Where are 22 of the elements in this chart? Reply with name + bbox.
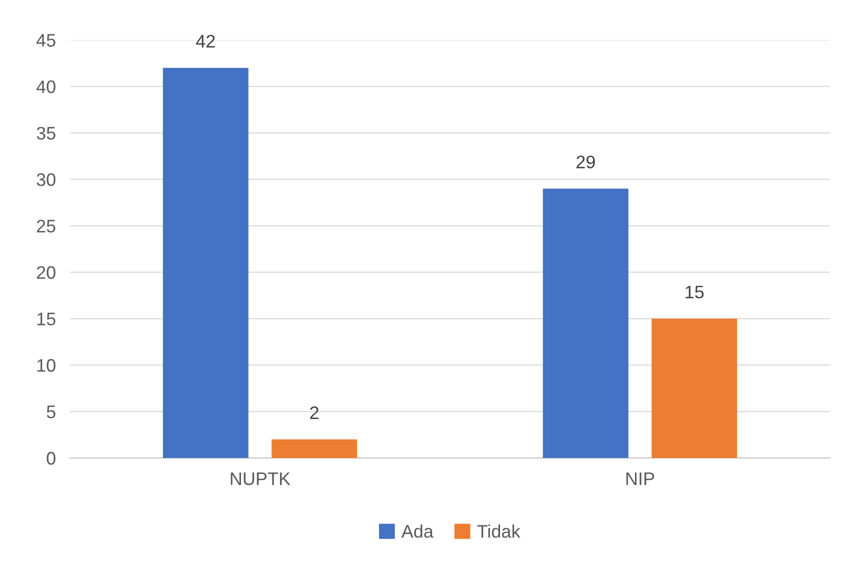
x-tick-label: NUPTK <box>230 472 290 486</box>
data-label: 15 <box>686 286 704 298</box>
y-tick-label: 0 <box>46 452 56 465</box>
y-tick-label: 15 <box>37 312 56 326</box>
legend-label: Ada <box>401 524 434 538</box>
bar <box>542 188 628 458</box>
y-tick-label: 10 <box>37 359 56 372</box>
bar <box>272 439 358 458</box>
x-tick-label: NIP <box>626 472 654 485</box>
legend-label: Tidak <box>477 524 520 538</box>
data-label: 2 <box>310 406 318 420</box>
y-tick-label: 45 <box>36 34 56 47</box>
y-tick-label: 40 <box>36 80 56 94</box>
y-tick-label: 5 <box>46 406 56 418</box>
y-tick-label: 35 <box>36 126 56 140</box>
bar <box>652 318 738 458</box>
y-tick-label: 20 <box>36 266 56 279</box>
y-tick-label: 30 <box>36 173 56 186</box>
bar <box>162 68 248 458</box>
data-label: 29 <box>576 156 595 168</box>
data-label: 42 <box>196 34 215 48</box>
y-tick-label: 25 <box>36 220 56 232</box>
